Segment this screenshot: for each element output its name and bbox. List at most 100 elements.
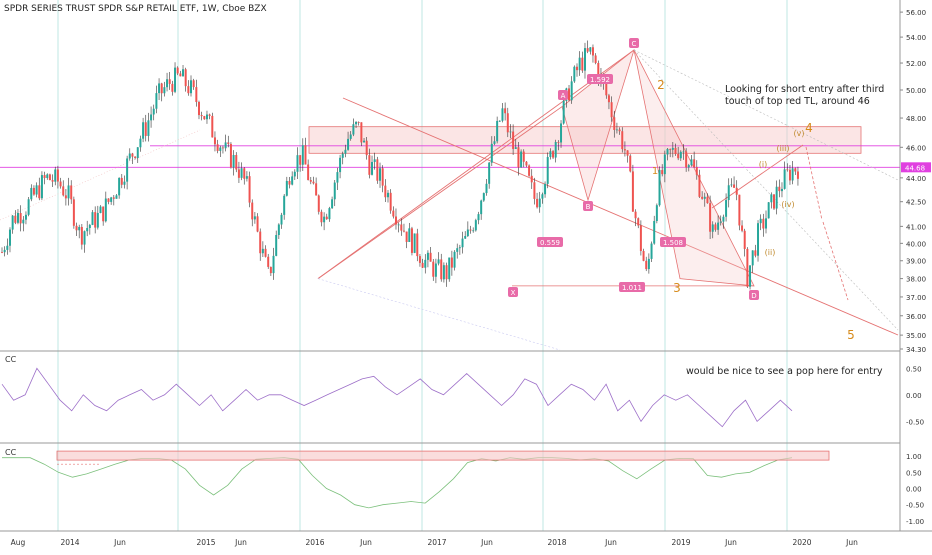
candle-body-109 bbox=[291, 176, 294, 185]
candle-body-165 bbox=[440, 259, 443, 280]
candle-body-144 bbox=[384, 185, 387, 198]
descending-channel-top bbox=[342, 97, 899, 336]
candle-body-169 bbox=[450, 257, 453, 268]
candle-body-100 bbox=[267, 256, 270, 267]
price-tick-label-14: 35.00 bbox=[906, 332, 926, 340]
candle-body-282 bbox=[751, 250, 754, 266]
main-annotation-line1: Looking for short entry after third bbox=[725, 84, 884, 95]
candle-body-182 bbox=[485, 183, 488, 194]
candle-body-67 bbox=[179, 73, 182, 77]
candle-body-28 bbox=[75, 225, 78, 231]
candle-body-119 bbox=[317, 195, 320, 212]
time-tick-label-14: Jun bbox=[845, 538, 858, 547]
candle-body-156 bbox=[416, 233, 419, 257]
candle-body-14 bbox=[38, 185, 41, 199]
candle-body-84 bbox=[224, 142, 227, 149]
candle-body-36 bbox=[96, 213, 99, 228]
candle-body-83 bbox=[221, 147, 224, 149]
candle-body-40 bbox=[107, 198, 110, 202]
time-tick-label-4: Jun bbox=[234, 538, 247, 547]
cc2-series-line bbox=[2, 457, 793, 509]
candle-body-263 bbox=[701, 196, 704, 199]
candle-body-60 bbox=[160, 83, 163, 94]
candle-body-183 bbox=[488, 162, 491, 184]
candle-body-110 bbox=[293, 171, 296, 177]
candle-body-293 bbox=[780, 188, 783, 192]
candle-body-43 bbox=[115, 195, 118, 199]
subwave-label-1: (ii) bbox=[765, 248, 776, 257]
candle-body-116 bbox=[309, 180, 312, 182]
candle-body-274 bbox=[730, 184, 733, 186]
trendlines bbox=[0, 48, 899, 351]
candle-body-149 bbox=[397, 224, 400, 226]
candle-body-231 bbox=[615, 129, 618, 131]
candle-body-153 bbox=[408, 228, 411, 242]
candle-body-129 bbox=[344, 149, 347, 154]
candle-body-69 bbox=[184, 69, 187, 87]
x-a-leg bbox=[317, 106, 563, 279]
time-tick-label-8: Jun bbox=[480, 538, 493, 547]
candle-body-117 bbox=[312, 181, 315, 184]
candle-body-173 bbox=[461, 238, 464, 248]
candle-body-94 bbox=[251, 202, 254, 220]
cc2-threshold-zone bbox=[56, 450, 830, 461]
candle-body-168 bbox=[448, 257, 451, 280]
candle-body-51 bbox=[136, 147, 139, 159]
candle-body-65 bbox=[174, 67, 177, 92]
candle-body-199 bbox=[530, 175, 533, 183]
candle-body-72 bbox=[192, 80, 195, 88]
candle-body-96 bbox=[256, 216, 259, 232]
candle-body-151 bbox=[402, 230, 405, 232]
candle-body-39 bbox=[104, 198, 107, 222]
candle-body-16 bbox=[43, 175, 46, 179]
candle-body-254 bbox=[677, 154, 680, 159]
candle-body-26 bbox=[70, 185, 73, 200]
candle-body-53 bbox=[142, 122, 145, 139]
candle-body-107 bbox=[285, 180, 288, 196]
candle-body-0 bbox=[1, 251, 3, 253]
candle-body-230 bbox=[613, 117, 616, 130]
candle-body-31 bbox=[83, 231, 86, 245]
candle-body-33 bbox=[88, 224, 91, 229]
pitchfork-upper bbox=[633, 49, 899, 181]
cc1-tick-label-0: 0.50 bbox=[906, 365, 922, 373]
candle-body-74 bbox=[197, 101, 200, 116]
candle-body-70 bbox=[187, 86, 190, 94]
candle-body-256 bbox=[682, 151, 685, 153]
candle-body-27 bbox=[72, 199, 75, 226]
candle-body-93 bbox=[248, 176, 251, 203]
candle-body-164 bbox=[437, 259, 440, 264]
candle-body-23 bbox=[62, 186, 65, 196]
candle-body-258 bbox=[687, 165, 690, 168]
candle-body-297 bbox=[791, 168, 794, 181]
candle-body-280 bbox=[746, 248, 749, 287]
pivot-label-bg-4 bbox=[749, 290, 759, 300]
candle-body-130 bbox=[347, 138, 350, 150]
price-tick-label-9: 40.00 bbox=[906, 240, 926, 248]
candle-body-97 bbox=[259, 231, 262, 254]
candle-body-37 bbox=[99, 206, 102, 214]
candle-body-172 bbox=[458, 247, 461, 249]
candle-body-203 bbox=[541, 194, 544, 199]
candle-body-135 bbox=[360, 122, 363, 143]
candle-body-141 bbox=[376, 159, 379, 181]
price-tick-label-1: 54.00 bbox=[906, 34, 926, 42]
candle-body-213 bbox=[568, 88, 571, 101]
candle-body-4 bbox=[11, 215, 14, 230]
candle-body-150 bbox=[400, 224, 403, 231]
candle-body-21 bbox=[56, 169, 59, 182]
candle-body-229 bbox=[610, 102, 613, 118]
time-tick-label-13: 2020 bbox=[792, 538, 811, 547]
candle-body-198 bbox=[528, 165, 531, 176]
candle-body-63 bbox=[168, 79, 171, 84]
candle-body-140 bbox=[373, 159, 376, 162]
candle-body-299 bbox=[796, 171, 799, 179]
cc1-axis: 0.50 0.00 -0.50 bbox=[906, 365, 924, 426]
candle-body-102 bbox=[272, 255, 275, 274]
candle-body-221 bbox=[589, 47, 592, 52]
candle-body-228 bbox=[607, 95, 610, 103]
candle-body-234 bbox=[623, 149, 626, 151]
cc2-tick-label-4: -1.00 bbox=[906, 518, 924, 526]
candle-body-285 bbox=[759, 218, 762, 224]
